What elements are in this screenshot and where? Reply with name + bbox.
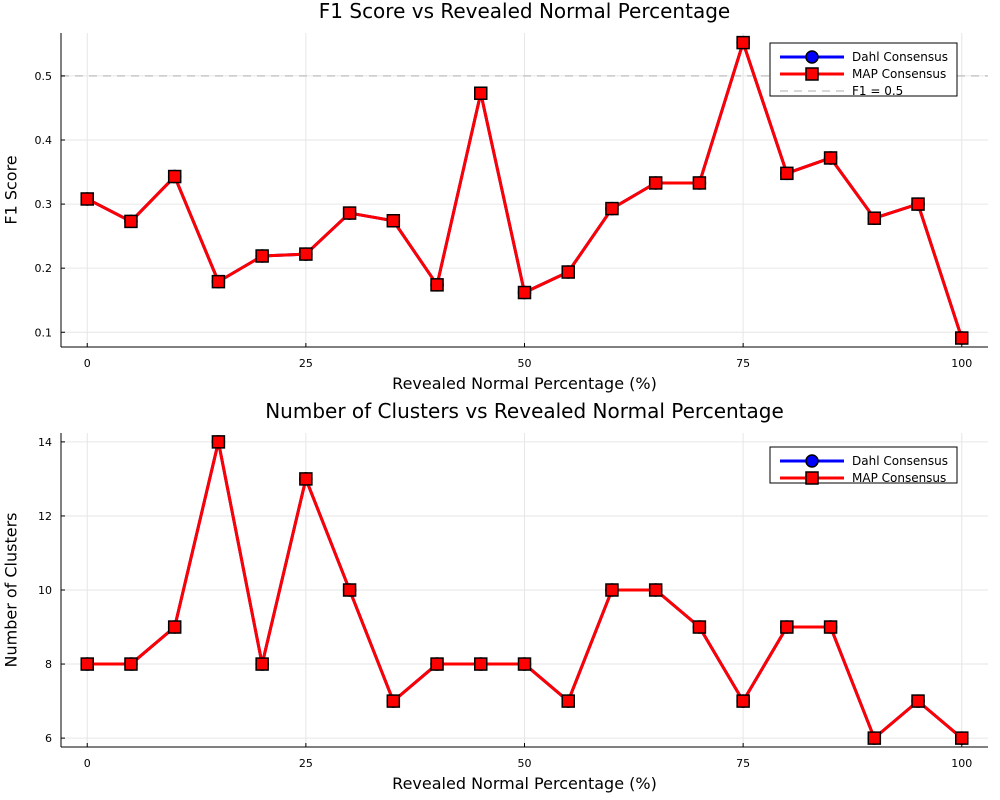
x-tick-label: 25: [299, 357, 313, 370]
x-tick-label: 100: [951, 757, 972, 770]
x-tick-label: 25: [299, 757, 313, 770]
y-tick-label: 0.2: [35, 262, 53, 275]
data-point: [650, 177, 662, 189]
data-point: [868, 212, 880, 224]
y-tick-label: 14: [38, 436, 52, 449]
data-point: [256, 250, 268, 262]
data-point: [125, 215, 137, 227]
data-point: [81, 193, 93, 205]
x-tick-label: 50: [518, 757, 532, 770]
data-point: [300, 248, 312, 260]
data-point: [825, 152, 837, 164]
data-point: [737, 695, 749, 707]
legend: Dahl Consensus MAP Consensus: [770, 447, 957, 485]
data-point: [519, 287, 531, 299]
data-point: [956, 732, 968, 744]
y-tick-label: 6: [45, 732, 52, 745]
x-tick-label: 0: [84, 357, 91, 370]
legend-label: MAP Consensus: [852, 471, 946, 485]
chart-title: Number of Clusters vs Revealed Normal Pe…: [265, 399, 784, 423]
chart-title: F1 Score vs Revealed Normal Percentage: [319, 0, 730, 23]
chart-panel-2: 0 25 50 75 100 6 8 10 12 14 Number of Clusters vs …: [2, 399, 989, 793]
x-tick-label: 75: [736, 757, 750, 770]
data-point: [169, 171, 181, 183]
data-point: [912, 695, 924, 707]
y-tick-label: 0.1: [35, 326, 53, 339]
data-point: [912, 198, 924, 210]
x-tick-label: 100: [951, 357, 972, 370]
y-axis-label: Number of Clusters: [2, 513, 21, 668]
data-point: [169, 621, 181, 633]
data-point: [562, 266, 574, 278]
data-point: [212, 436, 224, 448]
legend-label: Dahl Consensus: [852, 454, 948, 468]
data-point: [212, 276, 224, 288]
legend-label: Dahl Consensus: [852, 50, 948, 64]
y-tick-label: 8: [45, 658, 52, 671]
y-axis-label: F1 Score: [2, 155, 21, 224]
data-point: [300, 473, 312, 485]
data-point: [125, 658, 137, 670]
data-point: [562, 695, 574, 707]
x-tick-label: 0: [84, 757, 91, 770]
data-point: [431, 658, 443, 670]
data-point: [956, 332, 968, 344]
data-point: [431, 279, 443, 291]
legend-marker: [806, 68, 818, 80]
x-tick-label: 75: [736, 357, 750, 370]
data-point: [256, 658, 268, 670]
data-point: [606, 203, 618, 215]
data-point: [693, 621, 705, 633]
y-tick-label: 10: [38, 584, 52, 597]
data-point: [519, 658, 531, 670]
legend-marker: [806, 472, 818, 484]
x-axis-label: Revealed Normal Percentage (%): [392, 374, 657, 393]
legend: Dahl Consensus MAP Consensus F1 = 0.5: [770, 43, 957, 98]
data-point: [825, 621, 837, 633]
data-point: [606, 584, 618, 596]
data-point: [650, 584, 662, 596]
data-point: [387, 215, 399, 227]
legend-marker: [806, 51, 818, 63]
data-point: [387, 695, 399, 707]
x-axis-label: Revealed Normal Percentage (%): [392, 774, 657, 793]
data-point: [781, 167, 793, 179]
legend-label: MAP Consensus: [852, 67, 946, 81]
y-tick-label: 0.5: [35, 70, 53, 83]
x-tick-label: 50: [518, 357, 532, 370]
data-point: [868, 732, 880, 744]
data-point: [81, 658, 93, 670]
data-point: [344, 207, 356, 219]
data-point: [737, 37, 749, 49]
data-point: [344, 584, 356, 596]
data-point: [781, 621, 793, 633]
legend-marker: [806, 455, 818, 467]
y-tick-label: 12: [38, 510, 52, 523]
data-point: [693, 177, 705, 189]
chart-panel-1: 0 25 50 75 100 0.1 0.2 0.3 0.4 0.5 F1 Score vs Rev…: [2, 0, 989, 393]
y-tick-label: 0.3: [35, 198, 53, 211]
legend-label: F1 = 0.5: [852, 84, 903, 98]
data-point: [475, 87, 487, 99]
data-point: [475, 658, 487, 670]
y-tick-label: 0.4: [35, 134, 53, 147]
